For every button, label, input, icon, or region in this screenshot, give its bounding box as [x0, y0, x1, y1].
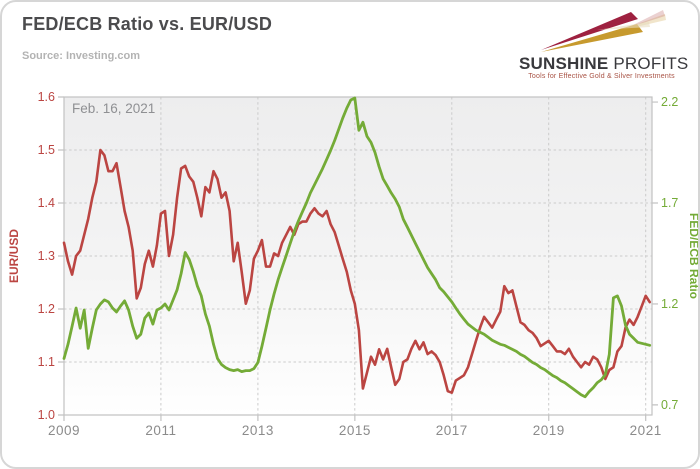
right-tick-label: 0.7: [661, 398, 678, 412]
sunburst-rays-icon: [541, 10, 666, 52]
x-tick-label: 2015: [339, 423, 371, 438]
left-tick-label: 1.6: [38, 90, 55, 104]
left-axis-title: EUR/USD: [7, 229, 21, 283]
logo-word-profits: PROFITS: [613, 54, 689, 73]
logo-tagline: Tools for Effective Gold & Silver Invest…: [528, 73, 675, 80]
fedecb-ratio-line: [62, 96, 652, 399]
x-tick-label: 2009: [48, 423, 80, 438]
right-tick-label: 1.7: [661, 196, 678, 210]
source-caption: Source: Investing.com: [22, 50, 140, 62]
left-tick-label: 1.0: [38, 408, 55, 422]
right-tick-label: 2.2: [661, 95, 678, 109]
x-tick-label: 2011: [145, 423, 176, 438]
left-tick-label: 1.3: [38, 249, 55, 263]
x-tick-label: 2017: [436, 423, 468, 438]
x-tick-label: 2013: [242, 423, 274, 438]
logo-wordmark: SUNSHINE PROFITS: [519, 54, 688, 74]
sunshine-profits-logo: SUNSHINE PROFITS Tools for Effective Gol…: [519, 6, 688, 88]
page-title: FED/ECB Ratio vs. EUR/USD: [22, 14, 273, 34]
logo-word-sunshine: SUNSHINE: [519, 54, 609, 73]
left-tick-label: 1.2: [38, 302, 55, 316]
left-tick-label: 1.1: [38, 355, 55, 369]
right-axis-title: FED/ECB Ratio: [687, 213, 700, 299]
date-annotation: Feb. 16, 2021: [72, 101, 155, 116]
right-tick-label: 1.2: [661, 297, 678, 311]
left-tick-label: 1.4: [38, 196, 55, 210]
x-tick-label: 2021: [630, 423, 662, 438]
x-tick-label: 2019: [533, 423, 565, 438]
left-tick-label: 1.5: [38, 143, 55, 157]
eurusd-line: [62, 148, 651, 394]
